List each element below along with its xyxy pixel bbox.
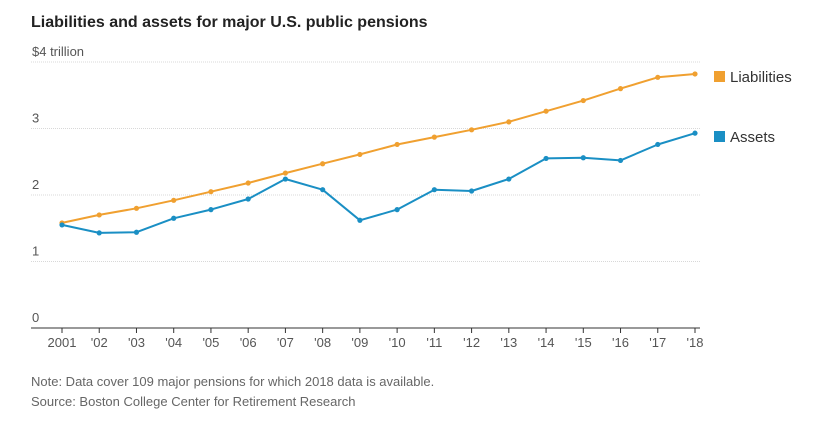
chart-title: Liabilities and assets for major U.S. pu… (31, 14, 428, 31)
assets-point (59, 222, 65, 228)
assets-point (543, 155, 549, 162)
assets-point (357, 217, 363, 223)
liabilities-point (357, 151, 363, 158)
liabilities-point (431, 134, 437, 140)
liabilities-point (692, 71, 698, 77)
x-tick-label: '07 (277, 335, 294, 350)
x-tick-label: '15 (575, 335, 592, 350)
data-note: Note: Data cover 109 major pensions for … (31, 374, 435, 389)
assets-point (96, 230, 102, 236)
x-tick-label: '10 (389, 335, 406, 350)
liabilities-point (506, 119, 512, 125)
assets-point (208, 207, 214, 213)
x-tick-label: 2001 (48, 335, 77, 350)
x-tick-label: '02 (91, 335, 108, 350)
legend: Liabilities Assets (714, 69, 792, 146)
y-tick-label: 1 (32, 244, 39, 259)
x-tick-label: '13 (500, 335, 517, 350)
liabilities-point (208, 189, 214, 195)
x-axis: 2001 '02 '03 '04 '05 '06 '07 '08 '09 '10 '11 '12 '13… (31, 327, 704, 350)
liabilities-legend-label: Liabilities (730, 69, 792, 86)
source-note: Source: Boston College Center for Retire… (31, 394, 356, 409)
assets-point (320, 187, 326, 193)
liabilities-point (543, 108, 549, 114)
assets-point (617, 157, 624, 164)
x-tick-label: '03 (128, 335, 145, 350)
assets-point (431, 187, 437, 193)
assets-point (171, 215, 177, 221)
assets-point (133, 229, 140, 235)
assets-legend-swatch (714, 131, 725, 142)
liabilities-line (61, 73, 696, 224)
x-tick-label: '05 (202, 335, 219, 350)
liabilities-legend-swatch (714, 71, 725, 82)
x-tick-label: '06 (240, 335, 257, 350)
x-tick-label: '04 (165, 335, 182, 350)
assets-point (692, 130, 698, 136)
x-tick-label: '09 (351, 335, 368, 350)
assets-point (580, 155, 586, 161)
liabilities-point (468, 127, 475, 133)
gridlines (31, 61, 700, 262)
liabilities-point (617, 86, 624, 92)
y-tick-label: 2 (32, 177, 39, 192)
liabilities-point (655, 74, 661, 80)
liabilities-point (394, 141, 400, 148)
liabilities-point (580, 97, 586, 104)
y-tick-label: 0 (32, 310, 39, 325)
liabilities-point (133, 205, 140, 211)
x-tick-label: '11 (426, 335, 442, 350)
assets-point (655, 141, 661, 148)
x-tick-label: '14 (538, 335, 555, 350)
y-tick-label: $4 trillion (32, 44, 84, 59)
x-tick-label: '08 (314, 335, 331, 350)
liabilities-point (282, 170, 289, 176)
assets-point (282, 176, 289, 182)
liabilities-point (171, 197, 177, 203)
x-tick-label: '17 (649, 335, 666, 350)
assets-line (61, 132, 696, 234)
assets-point (506, 176, 512, 182)
liabilities-point (320, 161, 326, 167)
assets-point (468, 188, 475, 194)
y-axis-tick-labels: 0 1 2 3 $4 trillion (32, 44, 84, 325)
liabilities-point (245, 180, 251, 186)
x-tick-label: '18 (687, 335, 704, 350)
x-tick-label: '12 (463, 335, 480, 350)
assets-point (245, 196, 251, 202)
series-lines (59, 71, 698, 236)
liabilities-point (96, 212, 102, 218)
assets-legend-label: Assets (730, 129, 775, 146)
assets-point (394, 207, 400, 213)
y-tick-label: 3 (32, 111, 39, 126)
x-tick-label: '16 (612, 335, 629, 350)
